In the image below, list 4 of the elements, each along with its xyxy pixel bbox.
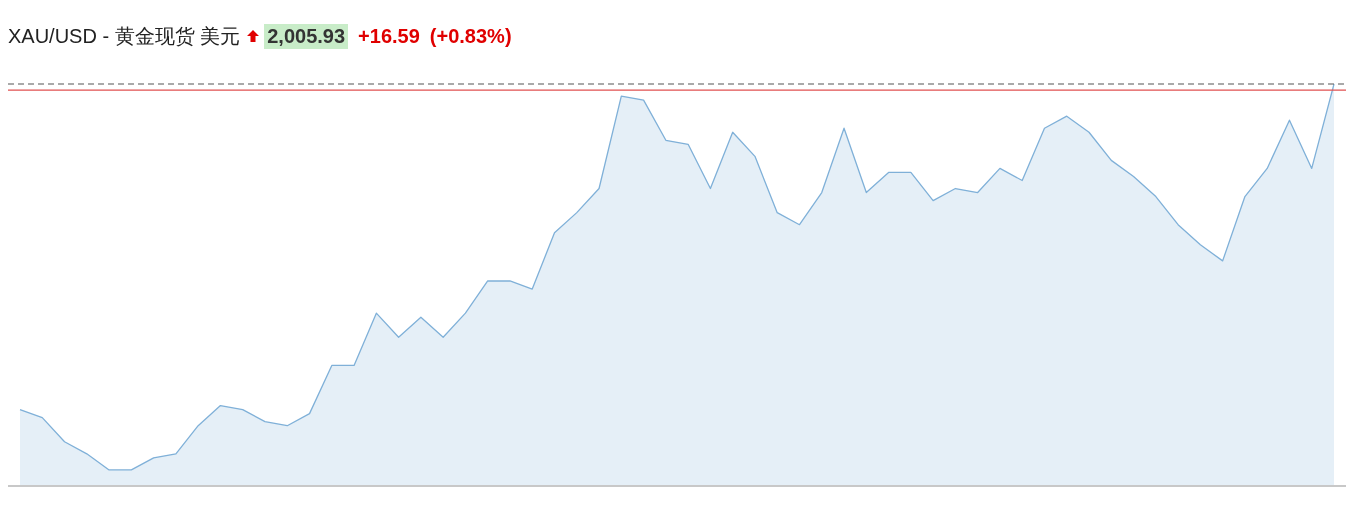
- text: +16.59: [358, 24, 420, 48]
- chart-title: XAU/USD - 黄金现货 美元: [8, 23, 241, 49]
- text: (+0.83%): [429, 24, 512, 48]
- text: 2,005.93: [264, 23, 349, 49]
